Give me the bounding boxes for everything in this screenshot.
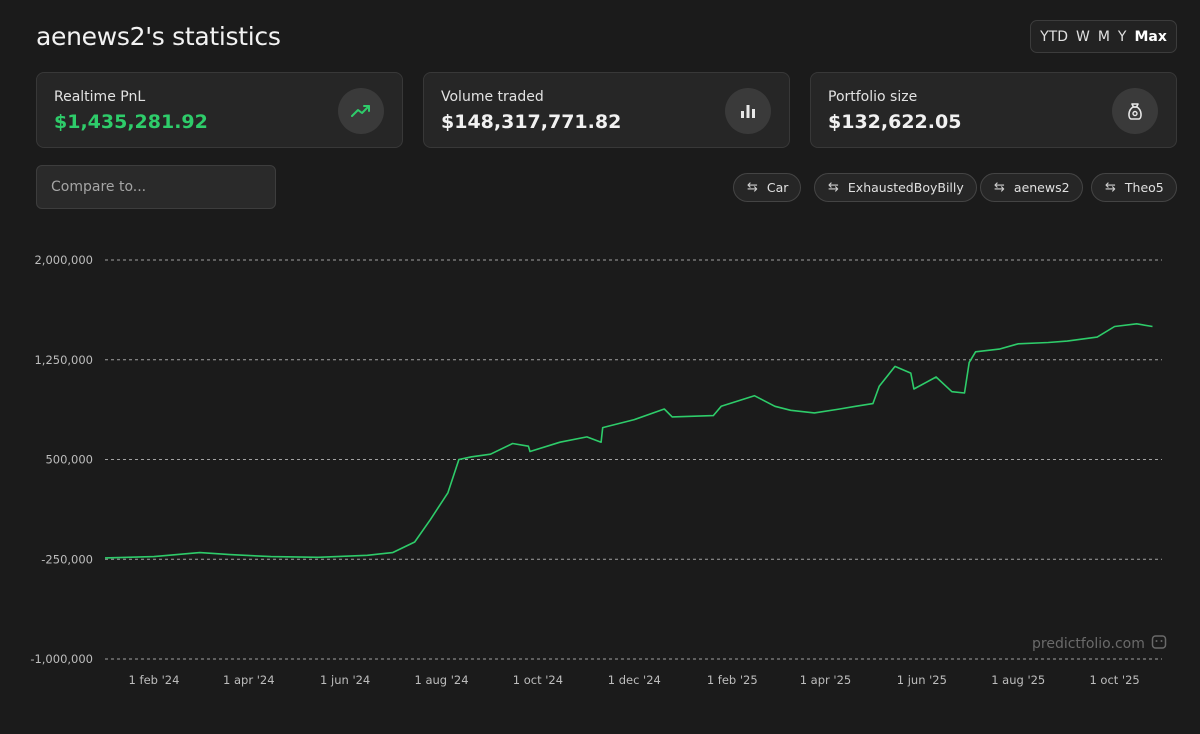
portfolio-value: $132,622.05 [828,111,962,133]
chip-label: Car [766,180,789,195]
y-tick-label: 1,250,000 [34,353,93,367]
range-ytd-button[interactable]: YTD [1040,28,1068,45]
swap-arrows-icon: ⇆ [828,180,839,195]
bar-chart-icon [725,88,771,134]
chip-label: ExhaustedBoyBilly [847,180,964,195]
compare-chip-exhaustedboybilly[interactable]: ⇆ ExhaustedBoyBilly [814,173,977,202]
portfolio-size-card: Portfolio size $132,622.05 [810,72,1177,148]
volume-traded-card: Volume traded $148,317,771.82 [423,72,790,148]
compare-input[interactable] [36,165,276,209]
y-tick-label: -1,000,000 [30,652,93,666]
pnl-value: $1,435,281.92 [54,111,208,133]
x-tick-label: 1 dec '24 [608,673,661,687]
compare-chip-car[interactable]: ⇆ Car [733,173,802,202]
trending-up-icon [338,88,384,134]
compare-chip-theo5[interactable]: ⇆ Theo5 [1091,173,1177,202]
x-tick-label: 1 jun '25 [897,673,947,687]
realtime-pnl-card: Realtime PnL $1,435,281.92 [36,72,403,148]
compare-chip-aenews2[interactable]: ⇆ aenews2 [980,173,1083,202]
x-tick-label: 1 feb '25 [707,673,758,687]
swap-arrows-icon: ⇆ [747,180,758,195]
range-week-button[interactable]: W [1075,28,1090,45]
pnl-series-line[interactable] [104,323,1153,559]
x-tick-label: 1 apr '24 [223,673,275,687]
watermark-text: predictfolio.com [1032,636,1145,652]
card-label: Realtime PnL [54,89,146,105]
time-range-selector: YTD W M Y Max [1030,20,1177,53]
y-tick-label: 500,000 [45,453,93,467]
swap-arrows-icon: ⇆ [994,180,1005,195]
range-month-button[interactable]: M [1097,28,1110,45]
x-tick-label: 1 aug '25 [991,673,1045,687]
page-title: aenews2's statistics [36,22,281,51]
x-tick-label: 1 oct '24 [513,673,563,687]
volume-value: $148,317,771.82 [441,111,622,133]
swap-arrows-icon: ⇆ [1105,180,1116,195]
logo-icon [1151,634,1167,654]
x-tick-label: 1 aug '24 [415,673,469,687]
range-year-button[interactable]: Y [1117,28,1127,45]
x-tick-label: 1 oct '25 [1089,673,1139,687]
x-tick-label: 1 jun '24 [320,673,370,687]
y-tick-label: 2,000,000 [34,253,93,267]
x-tick-label: 1 apr '25 [800,673,852,687]
watermark: predictfolio.com [1032,634,1167,654]
range-max-button[interactable]: Max [1134,28,1167,45]
card-label: Volume traded [441,89,544,105]
card-label: Portfolio size [828,89,918,105]
money-bag-icon [1112,88,1158,134]
y-tick-label: -250,000 [41,552,93,566]
chip-label: aenews2 [1013,180,1070,195]
x-tick-label: 1 feb '24 [129,673,180,687]
chip-label: Theo5 [1124,180,1164,195]
pnl-line-chart[interactable]: 2,000,000 1,250,000 500,000 -250,000 -1,000,… [0,240,1200,710]
